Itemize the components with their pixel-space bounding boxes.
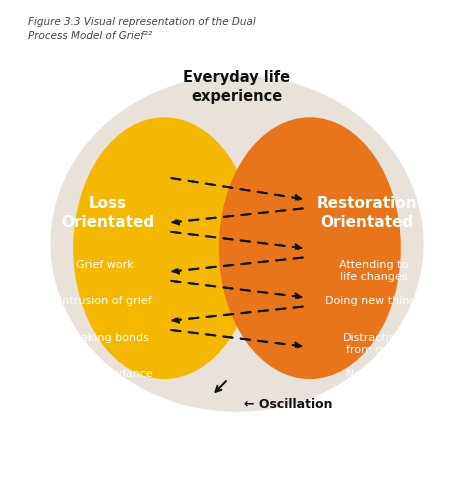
Text: Restoration
Orientated: Restoration Orientated xyxy=(317,196,417,230)
Ellipse shape xyxy=(73,117,255,379)
Text: Breaking bonds: Breaking bonds xyxy=(62,333,148,343)
Text: Attending to
life changes: Attending to life changes xyxy=(339,260,408,282)
Text: New roles: New roles xyxy=(346,369,401,379)
Text: Denial/avoidance
of changes: Denial/avoidance of changes xyxy=(56,369,154,391)
Text: Process Model of Grief²²: Process Model of Grief²² xyxy=(27,31,152,41)
Text: Doing new things: Doing new things xyxy=(325,296,422,306)
Text: Loss
Orientated: Loss Orientated xyxy=(61,196,154,230)
Text: Distraction
from grief: Distraction from grief xyxy=(343,333,404,355)
Text: Grief work: Grief work xyxy=(76,260,134,270)
Ellipse shape xyxy=(219,117,401,379)
Text: Intrusion of grief: Intrusion of grief xyxy=(59,296,151,306)
Text: ← Oscillation: ← Oscillation xyxy=(244,398,332,412)
Text: Figure 3.3 Visual representation of the Dual: Figure 3.3 Visual representation of the … xyxy=(27,17,255,27)
Text: Everyday life
experience: Everyday life experience xyxy=(183,70,291,104)
Ellipse shape xyxy=(50,75,424,412)
